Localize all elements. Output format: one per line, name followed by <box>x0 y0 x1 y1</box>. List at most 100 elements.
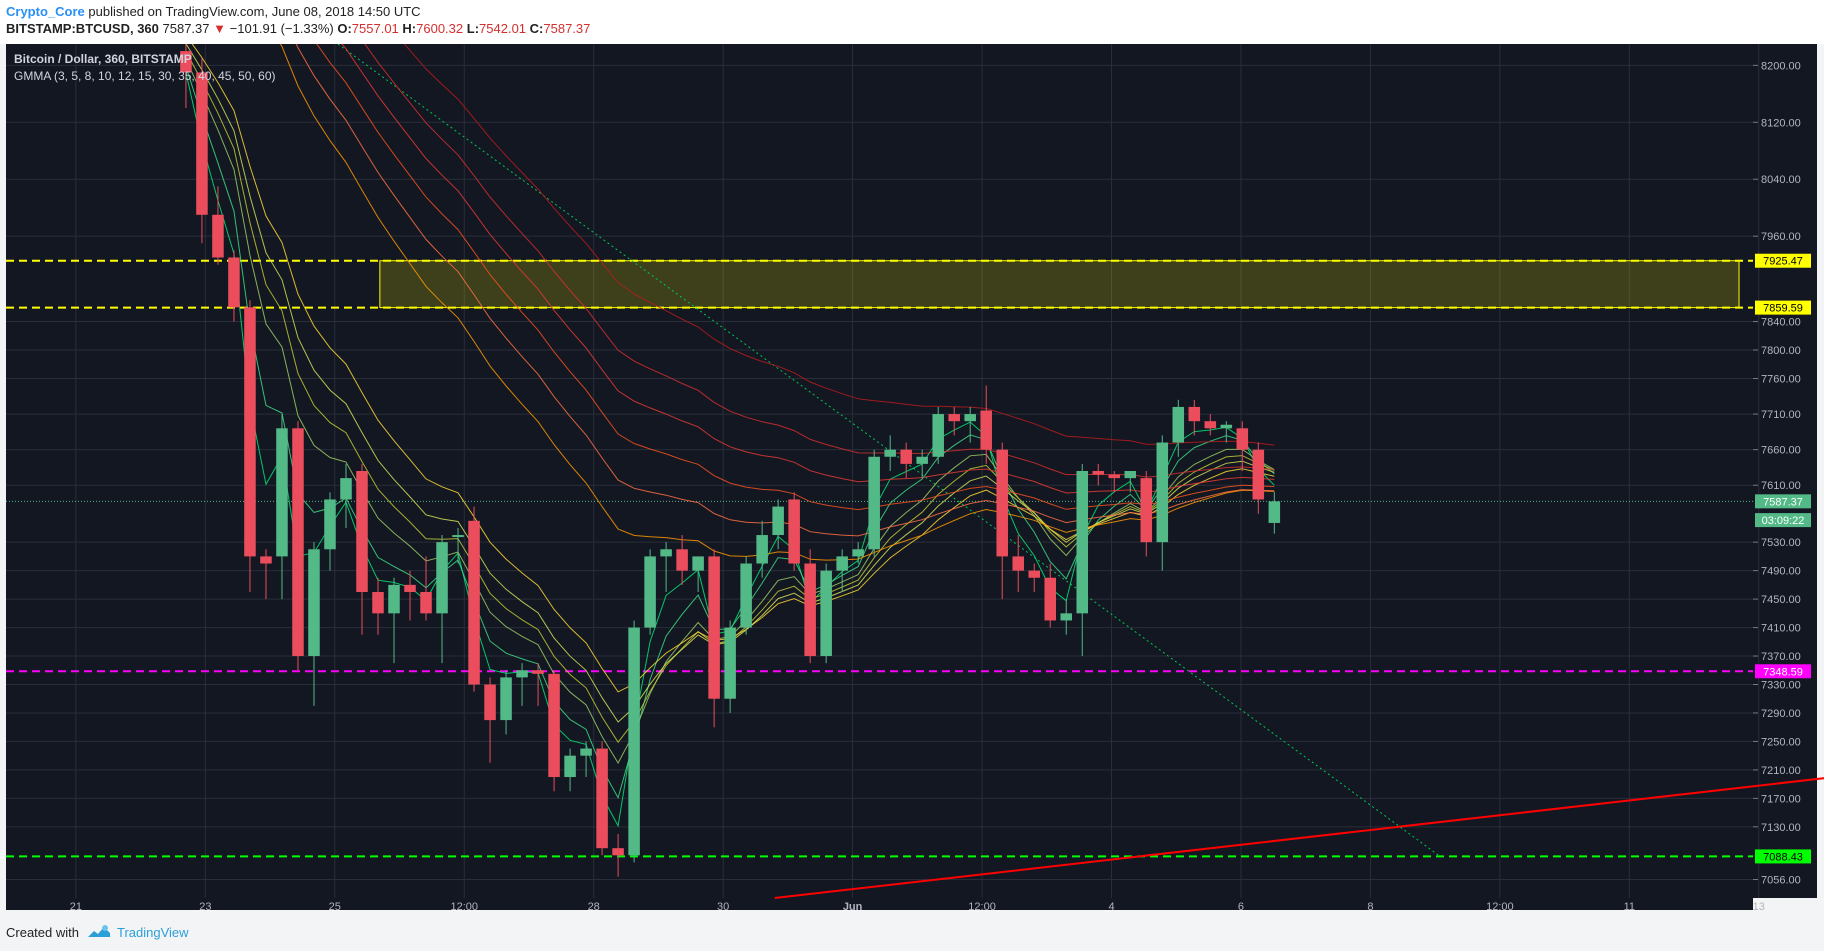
candle-body <box>1076 471 1089 614</box>
x-tick-label: 12:00 <box>1486 901 1514 910</box>
y-tick-label: 7530.00 <box>1761 537 1801 549</box>
close-label: C: <box>529 21 544 36</box>
price-chart[interactable]: 8200.00 8120.00 8040.00 7960.00 7840.00 7800.… <box>0 44 1824 910</box>
down-arrow-icon: ▼ <box>213 21 227 36</box>
x-tick-label: 11 <box>1624 901 1635 910</box>
x-tick-label: 25 <box>329 901 341 910</box>
x-tick-label: Jun <box>843 901 863 910</box>
candle-body <box>404 584 416 592</box>
tradingview-link[interactable]: TradingView <box>117 925 189 940</box>
candle-body <box>852 549 864 557</box>
candle-body <box>628 627 640 856</box>
open-value: 7557.01 <box>351 21 399 36</box>
y-tick-label: 7210.00 <box>1761 765 1801 777</box>
candle-body <box>612 848 624 856</box>
candle-body <box>292 428 304 657</box>
candle-body <box>980 410 992 450</box>
candle-body <box>772 506 784 536</box>
published-text: published on TradingView.com, June 08, 2… <box>88 4 421 19</box>
candle-body <box>820 570 832 657</box>
candle-body <box>308 549 320 657</box>
price-label-bg <box>1755 849 1811 864</box>
gmma-line <box>279 44 1275 561</box>
candle-body <box>324 499 336 550</box>
y-tick-label: 7370.00 <box>1761 651 1801 663</box>
candle-body <box>932 414 944 457</box>
y-tick-label: 7660.00 <box>1761 445 1801 457</box>
time-axis[interactable] <box>6 898 1753 910</box>
close-value: 7587.37 <box>543 21 591 36</box>
y-tick-label: 8120.00 <box>1761 117 1801 129</box>
candle-body <box>740 563 752 628</box>
x-tick-label: 6 <box>1238 901 1244 910</box>
candle-body <box>804 563 816 657</box>
symbol-label: BITSTAMP:BTCUSD, 360 <box>6 21 159 36</box>
candle-body <box>372 591 384 614</box>
candle-body <box>948 414 960 422</box>
candle-body <box>1092 471 1105 475</box>
x-tick-label: 21 <box>70 901 82 910</box>
x-tick-label: 4 <box>1108 901 1114 910</box>
y-tick-label: 7960.00 <box>1761 231 1801 243</box>
price-label-bg <box>1755 494 1811 509</box>
chart-title: Bitcoin / Dollar, 360, BITSTAMP <box>14 52 192 66</box>
candle-body <box>228 257 240 308</box>
x-tick-label: 8 <box>1367 901 1373 910</box>
y-axis-ticks: 8200.00 8120.00 8040.00 7960.00 7840.00 7800.… <box>1753 60 1801 886</box>
candle-body <box>708 556 720 699</box>
candle-body <box>1252 449 1265 500</box>
candle-body <box>580 748 592 756</box>
candle-body <box>692 556 704 571</box>
tradingview-logo-icon[interactable] <box>86 922 112 940</box>
candle-body <box>196 72 208 215</box>
candle-body <box>660 549 672 557</box>
price-label-bg <box>1755 253 1811 268</box>
x-tick-label: 12:00 <box>450 901 478 910</box>
candle-body <box>340 478 352 500</box>
gmma-line <box>316 44 1275 511</box>
price-label-text: 03:09:22 <box>1762 515 1805 527</box>
candles <box>180 44 1281 877</box>
candle-body <box>1268 501 1281 523</box>
y-tick-label: 8200.00 <box>1761 60 1801 72</box>
open-label: O: <box>337 21 352 36</box>
price-label-bg <box>1755 513 1811 528</box>
high-label: H: <box>402 21 417 36</box>
resistance-zone <box>379 260 1740 309</box>
candle-body <box>996 449 1008 557</box>
author-link[interactable]: Crypto_Core <box>6 4 85 19</box>
y-tick-label: 7130.00 <box>1761 822 1801 834</box>
candle-body <box>964 414 976 422</box>
candle-body <box>644 556 656 628</box>
candle-body <box>244 307 256 557</box>
candle-body <box>836 556 848 571</box>
candle-body <box>676 549 688 571</box>
y-tick-label: 7800.00 <box>1761 345 1801 357</box>
candle-body <box>212 214 224 258</box>
candle-body <box>276 428 288 557</box>
candle-body <box>884 449 896 457</box>
y-tick-label: 7760.00 <box>1761 373 1801 385</box>
price-change: −101.91 (−1.33%) <box>229 21 334 36</box>
price-axis[interactable] <box>1753 44 1817 898</box>
y-tick-label: 7170.00 <box>1761 793 1801 805</box>
candle-body <box>1012 556 1024 571</box>
candle-body <box>260 556 272 564</box>
candle-body <box>516 670 528 678</box>
candle-body <box>788 499 800 564</box>
candle-body <box>1236 428 1249 450</box>
y-tick-label: 7610.00 <box>1761 480 1801 492</box>
candle-body <box>420 591 432 614</box>
candle-body <box>1060 613 1073 621</box>
candle-body <box>532 670 544 674</box>
footer: Created with TradingView <box>0 910 1824 951</box>
candle-body <box>452 535 464 538</box>
y-tick-label: 7490.00 <box>1761 566 1801 578</box>
x-tick-label: 12:00 <box>968 901 996 910</box>
y-tick-label: 7250.00 <box>1761 736 1801 748</box>
candle-body <box>484 684 496 721</box>
y-tick-label: 7450.00 <box>1761 594 1801 606</box>
y-tick-label: 7056.00 <box>1761 874 1801 886</box>
candle-body <box>388 584 400 614</box>
y-tick-label: 7840.00 <box>1761 317 1801 329</box>
